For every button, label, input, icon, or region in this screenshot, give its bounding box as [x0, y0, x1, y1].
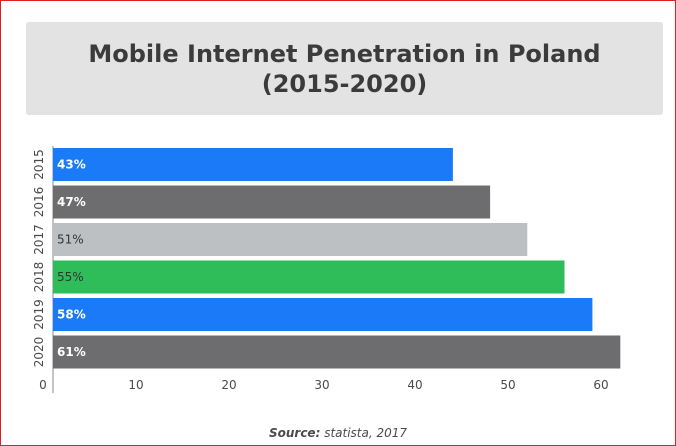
y-tick-label-2015: 2015	[32, 149, 46, 180]
y-tick-label-2017: 2017	[32, 224, 46, 255]
title-banner: Mobile Internet Penetration in Poland (2…	[26, 22, 663, 115]
bar-2017	[53, 223, 528, 256]
x-tick-label-60: 60	[593, 378, 608, 392]
y-tick-label-2020: 2020	[32, 337, 46, 368]
x-tick-label-30: 30	[314, 378, 329, 392]
chart-subtitle: (2015-2020)	[261, 69, 428, 98]
x-tick-label-0: 0	[39, 378, 47, 392]
bar-value-label-2019: 58%	[57, 308, 86, 322]
bar-2019	[53, 298, 593, 331]
source-note: Source: statista, 2017	[0, 426, 676, 440]
bar-2018	[53, 260, 565, 294]
chart-title: Mobile Internet Penetration in Poland	[88, 39, 601, 68]
bar-value-label-2016: 47%	[57, 195, 86, 209]
x-tick-label-50: 50	[500, 378, 515, 392]
bar-value-label-2015: 43%	[57, 158, 86, 172]
x-tick-label-10: 10	[128, 378, 143, 392]
source-text: statista, 2017	[324, 426, 408, 440]
y-tick-label-2018: 2018	[32, 262, 46, 293]
bar-value-label-2020: 61%	[57, 345, 86, 359]
bar-value-label-2017: 51%	[57, 233, 84, 247]
bar-2015	[53, 148, 453, 181]
x-tick-label-20: 20	[221, 378, 236, 392]
y-tick-label-2019: 2019	[32, 299, 46, 330]
bar-value-label-2018: 55%	[57, 270, 84, 284]
bar-2020	[53, 335, 621, 369]
source-label: Source:	[268, 426, 321, 440]
bar-2016	[53, 185, 491, 219]
x-tick-label-40: 40	[407, 378, 422, 392]
y-tick-label-2016: 2016	[32, 187, 46, 218]
